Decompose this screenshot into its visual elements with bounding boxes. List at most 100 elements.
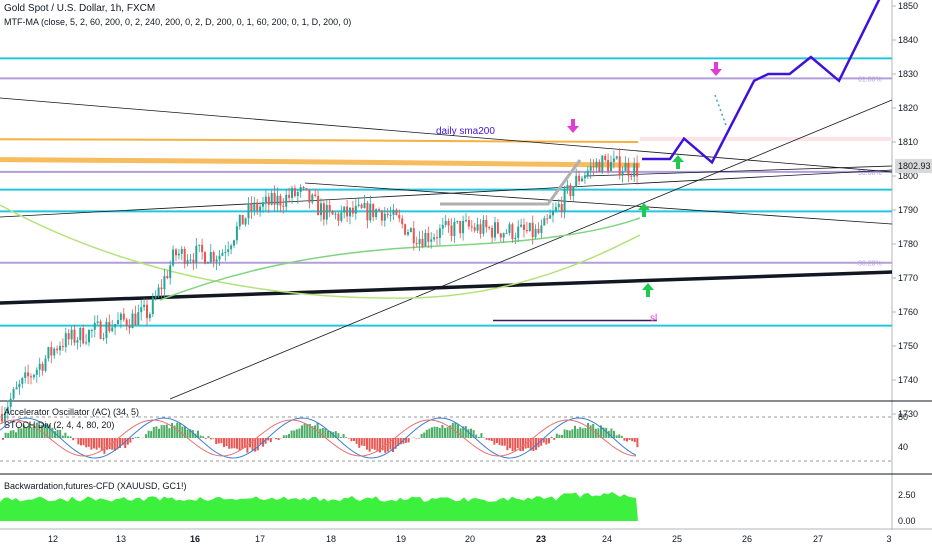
candle-body — [143, 304, 146, 308]
candle-body — [537, 228, 540, 233]
candle-body — [337, 213, 340, 221]
candle-body — [369, 203, 372, 221]
candle-body — [401, 218, 404, 225]
candle-body — [438, 228, 441, 238]
candle-body — [85, 342, 88, 344]
osc-bar — [295, 429, 298, 438]
osc-bar — [415, 438, 418, 439]
trendline — [0, 97, 893, 173]
candle-body — [180, 248, 183, 254]
ma-line — [0, 157, 641, 168]
osc-bar — [340, 437, 342, 438]
osc-bar — [25, 428, 28, 438]
osc-bar — [342, 434, 345, 438]
osc-bar — [501, 438, 504, 446]
osc-bar — [449, 425, 452, 438]
candle-body — [366, 202, 369, 221]
fib-label: 50.00% — [858, 170, 882, 177]
candle-body — [372, 203, 375, 218]
candle-body — [459, 220, 462, 234]
x-tick-label: 3 — [886, 534, 891, 544]
candle-body — [209, 252, 212, 263]
candle-body — [557, 203, 560, 208]
candle-body — [343, 206, 346, 213]
candle-body — [56, 348, 59, 351]
candle-body — [479, 224, 482, 234]
x-tick-label: 12 — [48, 534, 58, 544]
candle-body — [325, 204, 328, 220]
osc-bar — [613, 430, 615, 438]
osc-bar — [233, 438, 236, 449]
candle-body — [540, 225, 543, 233]
osc-bar — [267, 438, 270, 441]
candle-body — [436, 237, 438, 239]
osc-bar — [54, 431, 56, 438]
osc-bar — [605, 427, 608, 438]
osc-bar — [420, 433, 423, 438]
oscillator-label: Accelerator Oscillator (AC) (34, 5) — [4, 407, 140, 417]
y-tick-label: 1780 — [898, 239, 918, 249]
osc-bar — [98, 438, 101, 448]
candle-body — [610, 161, 612, 172]
candle-body — [233, 240, 235, 246]
candle-body — [160, 287, 163, 290]
candle-body — [630, 175, 633, 177]
candle-body — [444, 221, 447, 225]
candle-body — [528, 222, 531, 232]
osc-bar — [366, 438, 368, 450]
candle-body — [354, 205, 357, 214]
osc-bar — [277, 438, 280, 441]
candle-body — [38, 363, 41, 370]
osc-bar — [550, 436, 553, 438]
osc-bar — [72, 438, 75, 441]
osc-bar — [184, 426, 186, 438]
sell-arrow — [710, 62, 722, 76]
candle-body — [308, 189, 311, 203]
y-tick-label: 1740 — [898, 375, 918, 385]
backwardation-label: Backwardation,futures-CFD (XAUUSD, GC1!) — [4, 481, 187, 491]
candle-body — [636, 163, 639, 177]
osc-bar — [618, 434, 621, 438]
osc-bar — [535, 438, 537, 451]
candle-body — [241, 214, 244, 225]
candle-body — [76, 340, 79, 343]
osc-bar — [191, 430, 194, 438]
candle-body — [395, 209, 398, 215]
candle-body — [288, 194, 291, 198]
candle-body — [244, 218, 247, 225]
osc-bar — [561, 434, 563, 438]
osc-bar — [386, 438, 389, 452]
candle-body — [183, 248, 186, 264]
x-tick-label: 16 — [190, 534, 200, 544]
candle-body — [407, 232, 409, 235]
candle-body — [456, 220, 459, 222]
price-badge — [895, 159, 932, 174]
osc-bar — [82, 438, 85, 446]
osc-bar — [371, 438, 374, 449]
backwardation-area — [0, 492, 638, 521]
osc-bar — [41, 424, 43, 438]
osc-bar — [636, 438, 639, 448]
osc-bar — [587, 423, 589, 438]
osc-bar — [28, 422, 30, 438]
candle-body — [102, 337, 105, 339]
candle-body — [499, 233, 502, 238]
candle-body — [6, 406, 9, 414]
candle-body — [247, 203, 250, 219]
candle-body — [128, 325, 131, 329]
osc-bar — [171, 423, 173, 438]
osc-bar — [225, 438, 228, 447]
candle-body — [41, 363, 44, 371]
sell-arrow — [567, 119, 579, 133]
candle-body — [404, 224, 407, 235]
candle-body — [467, 220, 470, 227]
candle-body — [30, 376, 32, 378]
osc-bar — [189, 429, 192, 438]
candle-body — [311, 194, 314, 203]
osc-bar — [519, 438, 522, 452]
osc-tick: 40 — [898, 442, 908, 452]
candle-body — [131, 313, 134, 329]
candle-body — [607, 159, 610, 172]
x-tick-label: 24 — [602, 534, 612, 544]
